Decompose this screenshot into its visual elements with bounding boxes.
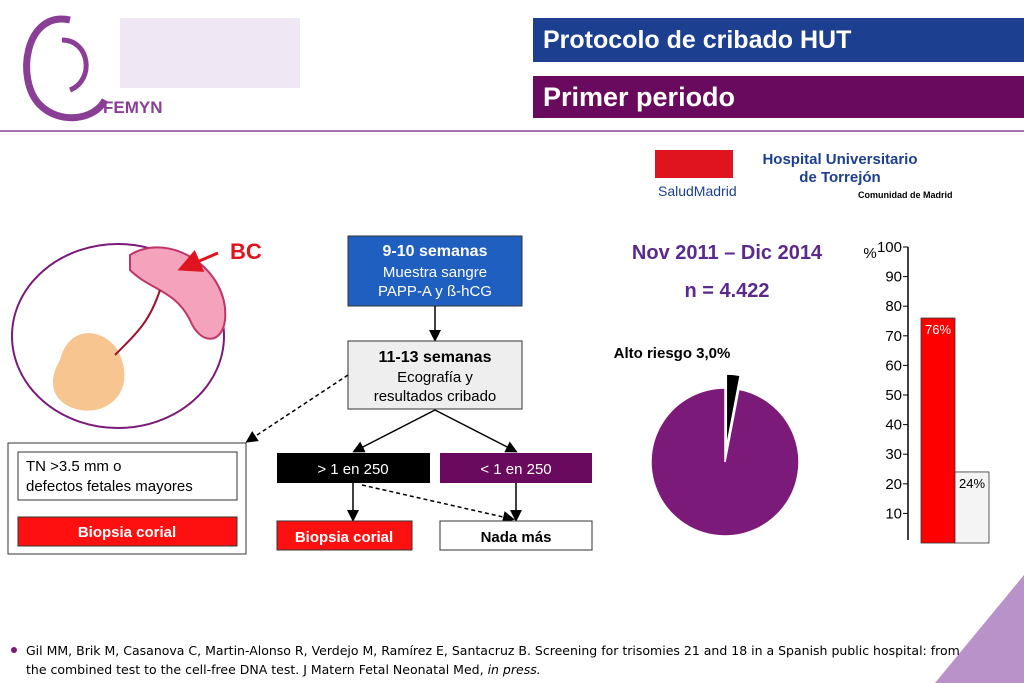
y-tick-label: 30: [885, 446, 902, 463]
bar: [954, 471, 990, 544]
arrow: [352, 409, 436, 453]
low-box: [440, 453, 592, 483]
sample-size: n = 4.422: [684, 280, 769, 302]
y-tick-label: 70: [885, 328, 902, 345]
subtitle-box: [533, 76, 1024, 118]
y-tick-label: 20: [885, 476, 902, 493]
reference-italic: in press.: [488, 662, 541, 677]
bc-label: BC: [230, 239, 262, 264]
y-tick-label: 100: [877, 239, 902, 256]
cord: [114, 289, 161, 356]
corner-decoration: [935, 575, 1024, 683]
arrow: [434, 409, 518, 453]
y-tick-label: 80: [885, 298, 902, 315]
side-result-box: [17, 516, 238, 547]
hospital-region: Comunidad de Madrid: [858, 190, 953, 200]
high-label: > 1 en 250: [317, 461, 388, 478]
low-result: Nada más: [481, 529, 552, 546]
step1-title: 9-10 semanas: [383, 243, 488, 260]
low-label: < 1 en 250: [480, 461, 551, 478]
side-condition-box: [17, 451, 238, 501]
arrow: [361, 484, 515, 523]
title-box: [533, 18, 1024, 62]
step2-text: resultados cribado: [374, 388, 497, 405]
low-result-box: [439, 520, 593, 551]
step1-box: [347, 235, 523, 307]
high-result-box: [276, 520, 413, 551]
reference: the combined test to the cell-free DNA t…: [26, 662, 541, 677]
step2-title: 11-13 semanas: [379, 349, 492, 366]
logo-mark: [61, 37, 89, 93]
title: Protocolo de cribado HUT: [543, 26, 851, 54]
hospital-name: de Torrejón: [799, 169, 880, 186]
side-condition: defectos fetales mayores: [26, 478, 193, 495]
y-tick-label: 60: [885, 357, 902, 374]
bar: [920, 317, 956, 544]
bullet: [11, 647, 17, 653]
pie-slice: [650, 387, 800, 537]
side-result: Biopsia corial: [78, 524, 176, 541]
step1-text: PAPP-A y ß-hCG: [378, 283, 492, 300]
bar-value-label: 76%: [925, 322, 951, 337]
hospital-brand: SaludMadrid: [658, 183, 737, 199]
high-box: [277, 453, 430, 483]
y-tick-label: 40: [885, 417, 902, 434]
y-axis-label: %: [863, 245, 876, 262]
step1-text: Muestra sangre: [383, 264, 487, 281]
bc-arrow: [177, 249, 219, 272]
hospital-name: Hospital Universitario: [762, 151, 917, 168]
pie-annotation: Alto riesgo 3,0%: [614, 345, 731, 362]
y-tick-label: 50: [885, 387, 902, 404]
subtitle: Primer periodo: [543, 82, 735, 112]
y-tick-label: 90: [885, 269, 902, 286]
fetus: [52, 333, 125, 411]
bar-value-label: 24%: [959, 476, 985, 491]
arrow: [245, 374, 349, 443]
logo-skyline: [120, 18, 300, 88]
step2-text: Ecografía y: [397, 369, 473, 386]
logo-mark: [23, 15, 109, 122]
side-condition: TN >3.5 mm o: [26, 458, 121, 475]
reference: the combined test to the cell-free DNA t…: [26, 662, 484, 677]
y-tick-label: 10: [885, 505, 902, 522]
period: Nov 2011 – Dic 2014: [632, 242, 823, 264]
pie-slice: [725, 373, 742, 449]
hospital-mark: [655, 150, 733, 178]
logo-text: FEMYN: [103, 98, 163, 117]
high-result: Biopsia corial: [295, 529, 393, 546]
reference: Gil MM, Brik M, Casanova C, Martin-Alons…: [26, 643, 960, 658]
